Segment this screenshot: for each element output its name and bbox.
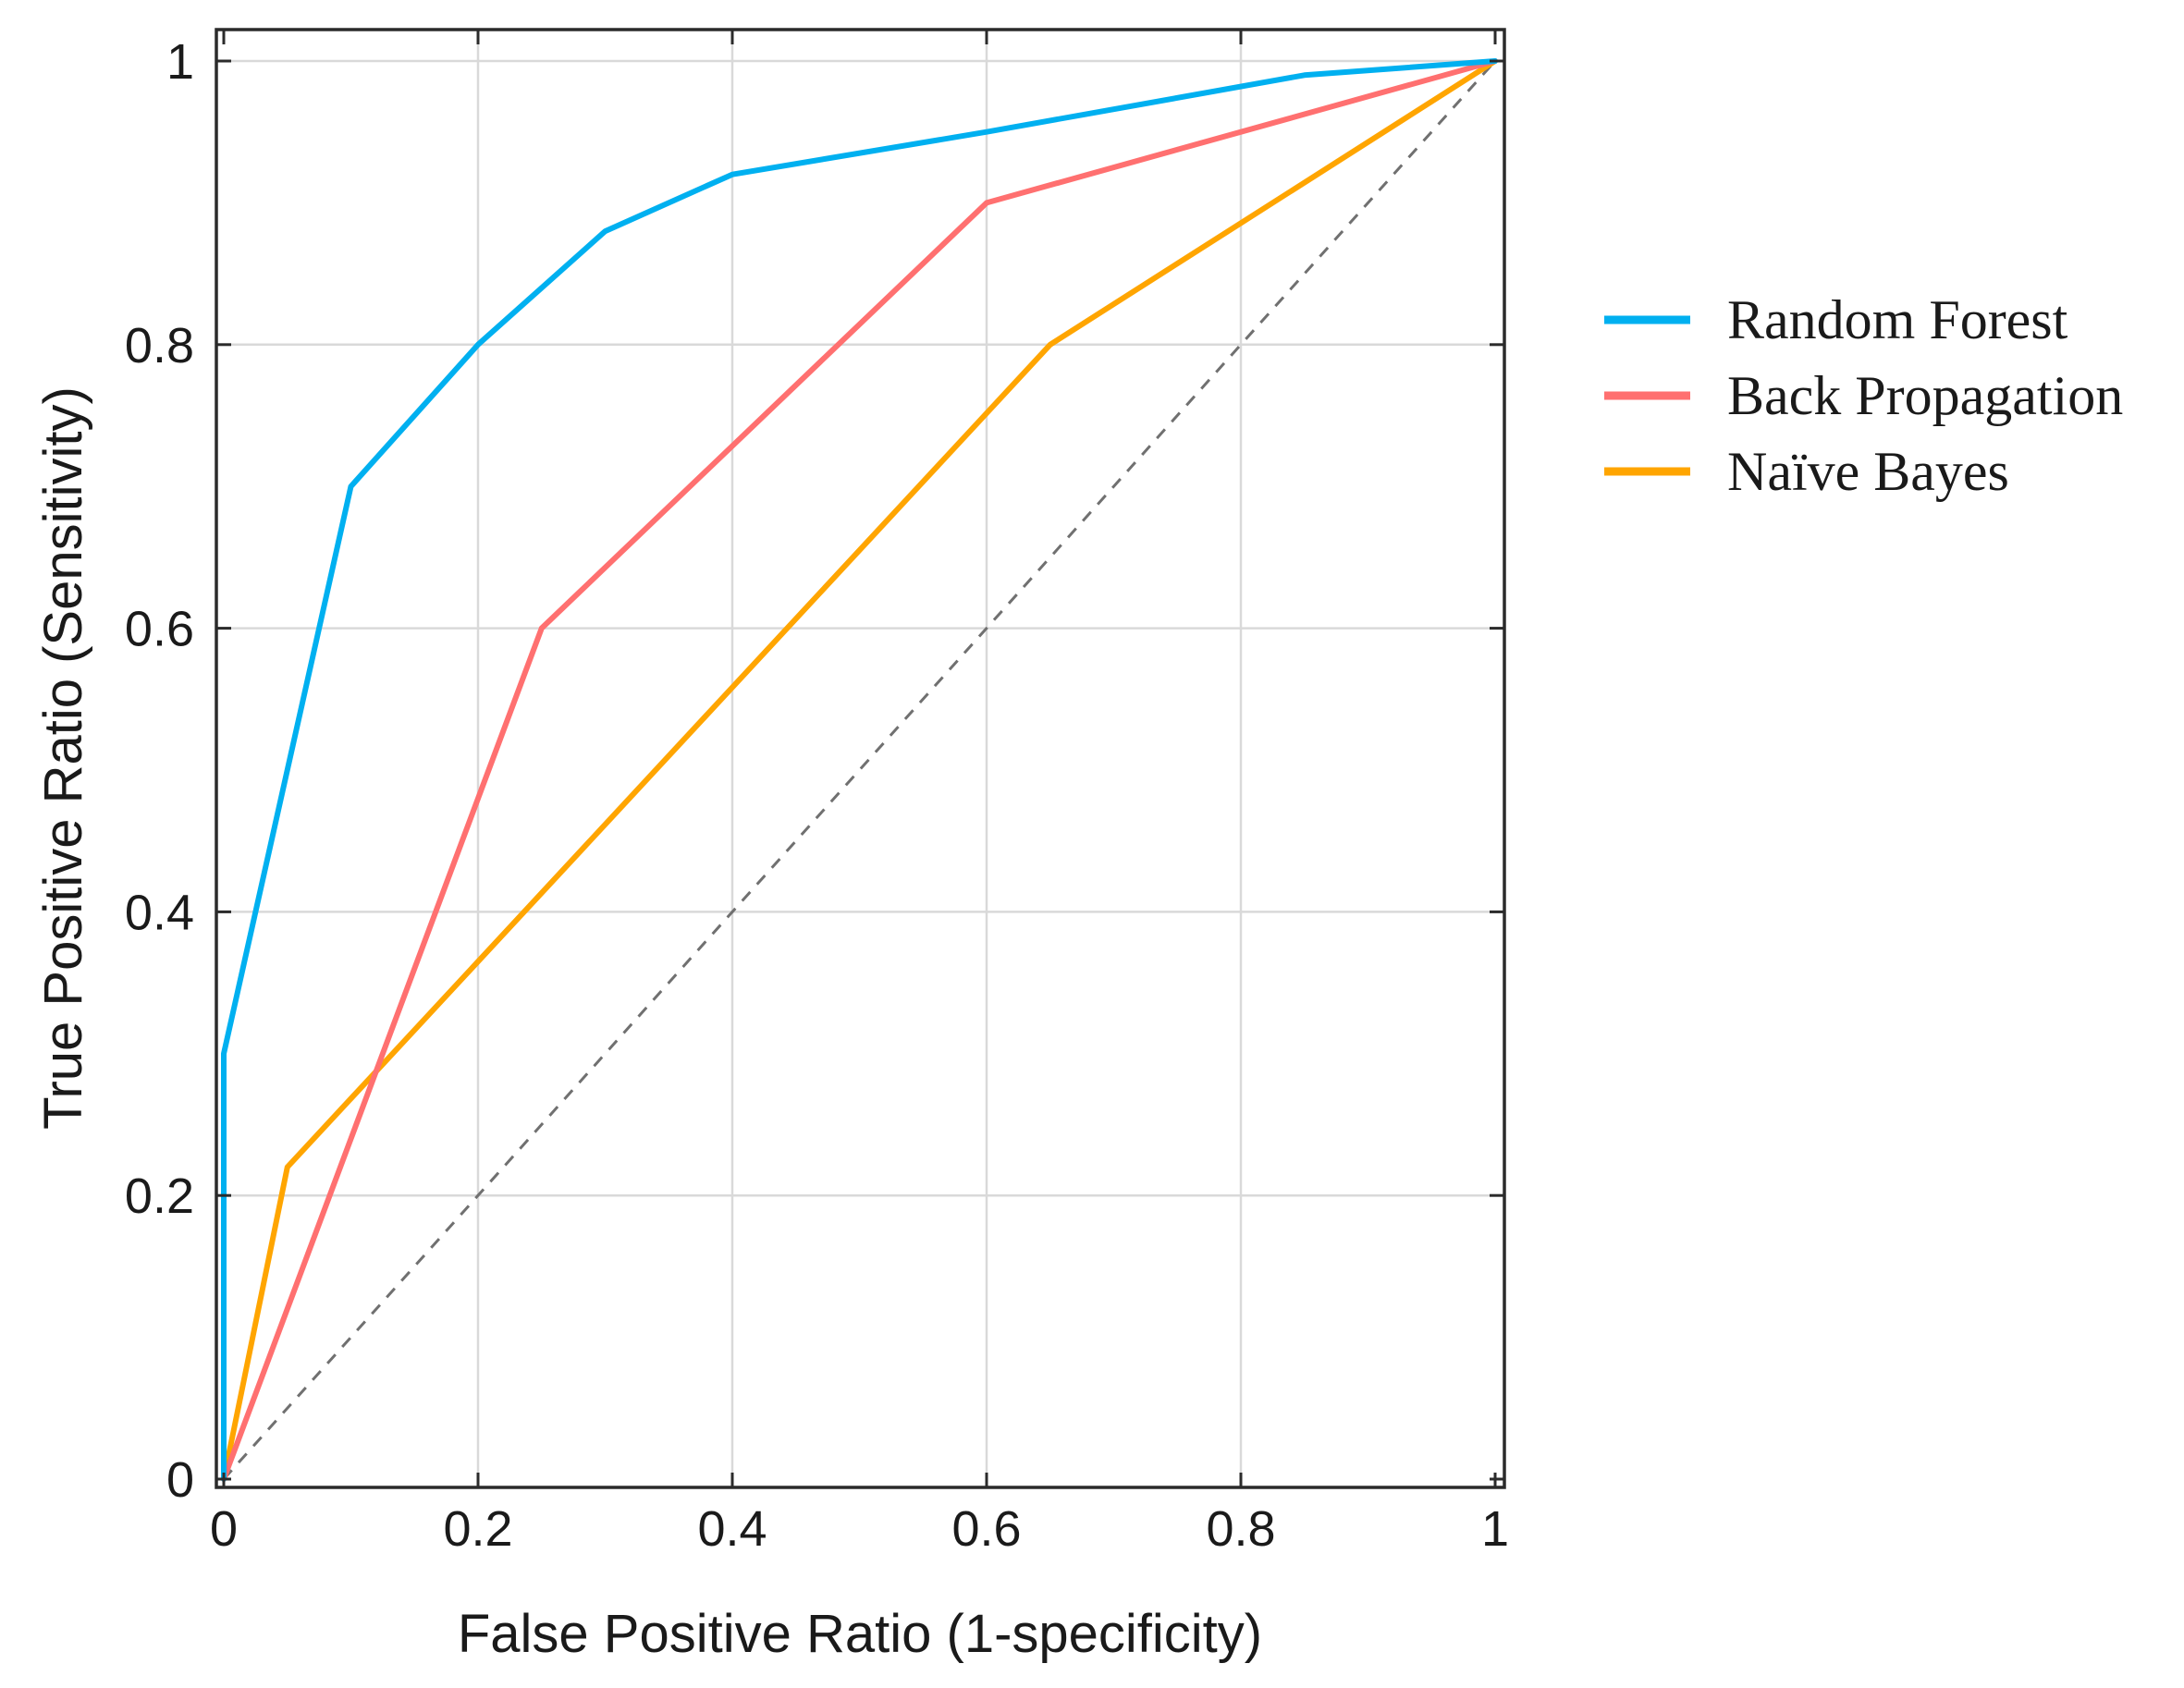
y-tick-labels: 0 0.2 0.4 0.6 0.8 1 bbox=[125, 34, 194, 1508]
series-line-naive-bayes bbox=[221, 58, 1498, 1482]
axis-ticks bbox=[216, 30, 1504, 1487]
x-tick-labels: 0 0.2 0.4 0.6 0.8 1 bbox=[210, 1501, 1509, 1557]
legend: Random Forest Back Propagation Naïve Bayes bbox=[1604, 289, 2123, 502]
x-tick-label: 0.4 bbox=[697, 1501, 767, 1557]
x-tick-label: 1 bbox=[1481, 1501, 1509, 1557]
grid bbox=[216, 30, 1504, 1487]
y-tick-label: 0.6 bbox=[125, 602, 194, 657]
y-tick-label: 0.8 bbox=[125, 318, 194, 373]
x-tick-label: 0.8 bbox=[1206, 1501, 1275, 1557]
series-lines bbox=[221, 58, 1498, 1482]
y-tick-label: 0.4 bbox=[125, 885, 194, 940]
series-line-random-forest bbox=[221, 58, 1498, 1482]
y-tick-label: 0 bbox=[166, 1452, 194, 1508]
chance-line bbox=[222, 59, 1497, 1481]
plot-frame bbox=[215, 28, 1506, 1489]
x-axis-title: False Positive Ratio (1-specificity) bbox=[458, 1604, 1262, 1664]
y-axis-title: True Positive Ratio (Sensitivity) bbox=[33, 386, 93, 1130]
x-tick-label: 0.2 bbox=[443, 1501, 512, 1557]
y-tick-label: 1 bbox=[166, 34, 194, 90]
y-tick-label: 0.2 bbox=[125, 1168, 194, 1224]
chance-diagonal bbox=[222, 59, 1497, 1481]
legend-label-random-forest: Random Forest bbox=[1727, 289, 2068, 350]
x-tick-label: 0 bbox=[210, 1501, 238, 1557]
legend-label-naive-bayes: Naïve Bayes bbox=[1727, 441, 2009, 502]
legend-label-back-propagation: Back Propagation bbox=[1727, 365, 2123, 426]
x-tick-label: 0.6 bbox=[951, 1501, 1021, 1557]
series-line-back-propagation bbox=[221, 58, 1498, 1482]
